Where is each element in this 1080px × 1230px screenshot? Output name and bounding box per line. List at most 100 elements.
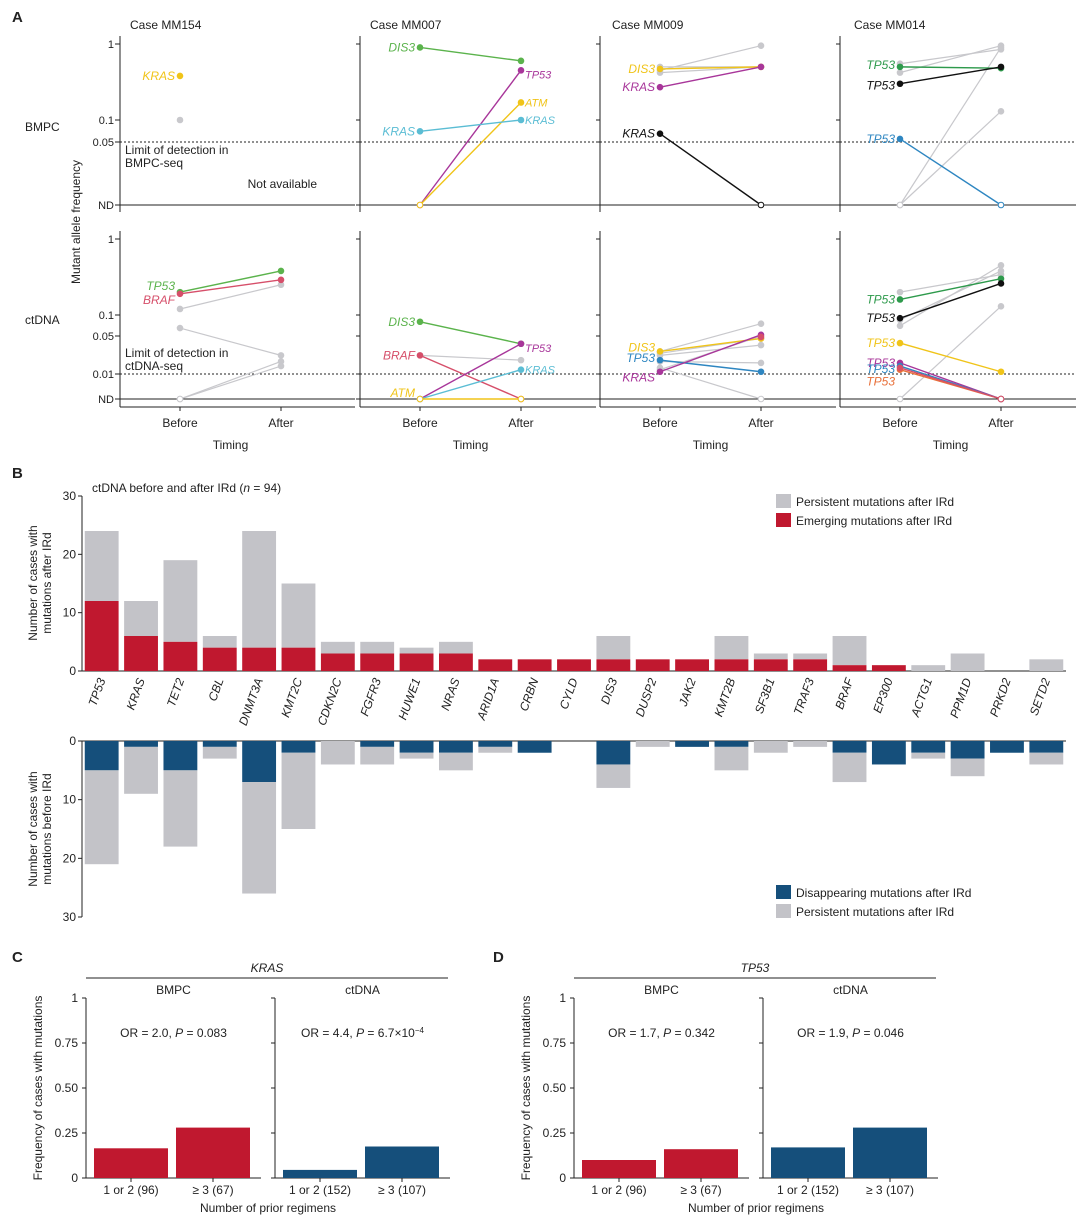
case-title: Case MM014 <box>854 18 926 32</box>
data-point <box>176 395 184 403</box>
series-label: TP53 <box>866 362 895 376</box>
gene-label: DIS3 <box>598 676 620 706</box>
row-label-ctdna: ctDNA <box>25 313 60 327</box>
freq-y-tick-label: 0.75 <box>55 1036 79 1050</box>
not-available-label: Not available <box>248 177 318 191</box>
series-label: TP53 <box>866 311 895 325</box>
data-point <box>176 324 184 332</box>
gene-label: KMT2C <box>278 676 305 719</box>
series-label: TP53 <box>525 69 552 81</box>
bar-disappearing <box>84 741 119 771</box>
gene-label: DNMT3A <box>236 676 266 727</box>
data-point <box>896 69 904 76</box>
subplot-title: BMPC <box>156 983 191 997</box>
bar-disappearing <box>950 741 985 759</box>
series-line <box>419 119 522 133</box>
series-line <box>899 45 1002 74</box>
panel-c-group-title: KRAS <box>251 961 284 975</box>
bar-persistent-after <box>950 653 985 671</box>
legend-swatch-persistent <box>776 494 791 508</box>
freq-x-tick-label: 1 or 2 (96) <box>103 1183 158 1197</box>
bar-emerging <box>675 659 710 671</box>
gene-label: JAK2 <box>676 676 699 709</box>
series-line <box>659 323 762 353</box>
x-tick-label-before: Before <box>882 416 918 430</box>
bar-persistent-before <box>714 746 749 771</box>
data-point <box>896 63 904 71</box>
series-line <box>419 69 522 206</box>
series-line <box>899 66 1002 85</box>
bar-persistent-after <box>911 665 946 671</box>
freq-y-tick-label: 1 <box>71 991 78 1005</box>
freq-y-tick-label: 0.50 <box>55 1081 79 1095</box>
bar-disappearing <box>714 741 749 747</box>
series-line <box>179 360 282 400</box>
series-line <box>899 342 1002 373</box>
bar-persistent-before <box>399 752 434 759</box>
series-line <box>419 46 522 62</box>
bar-disappearing <box>399 741 434 753</box>
data-point <box>176 72 184 80</box>
data-point <box>896 288 904 296</box>
stat-annotation: OR = 1.7, P = 0.342 <box>608 1026 715 1040</box>
text-part: = 6.7×10 <box>364 1026 415 1040</box>
bar-emerging <box>360 653 395 671</box>
data-point <box>416 352 424 359</box>
data-point <box>656 130 664 137</box>
bar-emerging <box>517 659 552 671</box>
bar-emerging <box>399 653 434 671</box>
bar-disappearing <box>478 741 513 747</box>
bar-disappearing <box>911 741 946 753</box>
lower-y-tick-label: 10 <box>63 793 77 807</box>
gene-label: TRAF3 <box>791 676 817 717</box>
text-part: −4 <box>415 1026 425 1035</box>
data-point <box>896 80 904 88</box>
bar-persistent-before <box>124 746 158 794</box>
data-point <box>997 108 1005 115</box>
data-point <box>277 276 285 284</box>
data-point <box>517 395 525 403</box>
bmpc-tick-label: ND <box>98 200 114 212</box>
case-title: Case MM009 <box>612 18 684 32</box>
series-line <box>659 66 762 70</box>
data-point <box>517 67 525 74</box>
series-line <box>659 359 762 373</box>
upper-y-tick-label: 0 <box>69 664 76 678</box>
bar-persistent-before <box>202 746 237 759</box>
bar-emerging <box>871 665 906 671</box>
data-point <box>997 44 1005 51</box>
series-line <box>659 66 762 88</box>
text-part: OR = 4.4, <box>301 1026 356 1040</box>
x-tick-label-after: After <box>988 416 1013 430</box>
upper-y-tick-label: 20 <box>63 547 77 561</box>
data-point <box>176 290 184 298</box>
data-point <box>997 280 1005 287</box>
bar-persistent-after <box>1029 659 1064 671</box>
panel-letter-b: B <box>12 465 23 482</box>
gene-label: KRAS <box>124 676 148 712</box>
data-point <box>757 320 765 328</box>
bar-persistent-before <box>635 741 670 747</box>
bar-emerging <box>320 653 355 671</box>
data-point <box>757 395 765 403</box>
legend-swatch-disappearing <box>776 885 791 899</box>
data-point <box>757 359 765 367</box>
x-tick-label-after: After <box>508 416 533 430</box>
bar-persistent-after <box>163 560 198 642</box>
series-label: TP53 <box>626 351 655 365</box>
bar-persistent-before <box>1029 752 1064 765</box>
bar-disappearing <box>124 741 158 747</box>
text-part: OR = 1.7, <box>608 1026 663 1040</box>
bar-disappearing <box>242 741 277 783</box>
freq-y-tick-label: 0 <box>559 1171 566 1185</box>
freq-x-tick-label: 1 or 2 (96) <box>591 1183 646 1197</box>
gene-label: CRBN <box>517 676 542 713</box>
series-label: DIS3 <box>388 315 415 329</box>
series-line <box>899 282 1002 319</box>
series-label: BRAF <box>383 348 416 362</box>
bar-disappearing <box>202 741 237 747</box>
series-line <box>179 270 282 293</box>
bar-disappearing <box>675 741 710 747</box>
bar-persistent-before <box>832 752 867 783</box>
